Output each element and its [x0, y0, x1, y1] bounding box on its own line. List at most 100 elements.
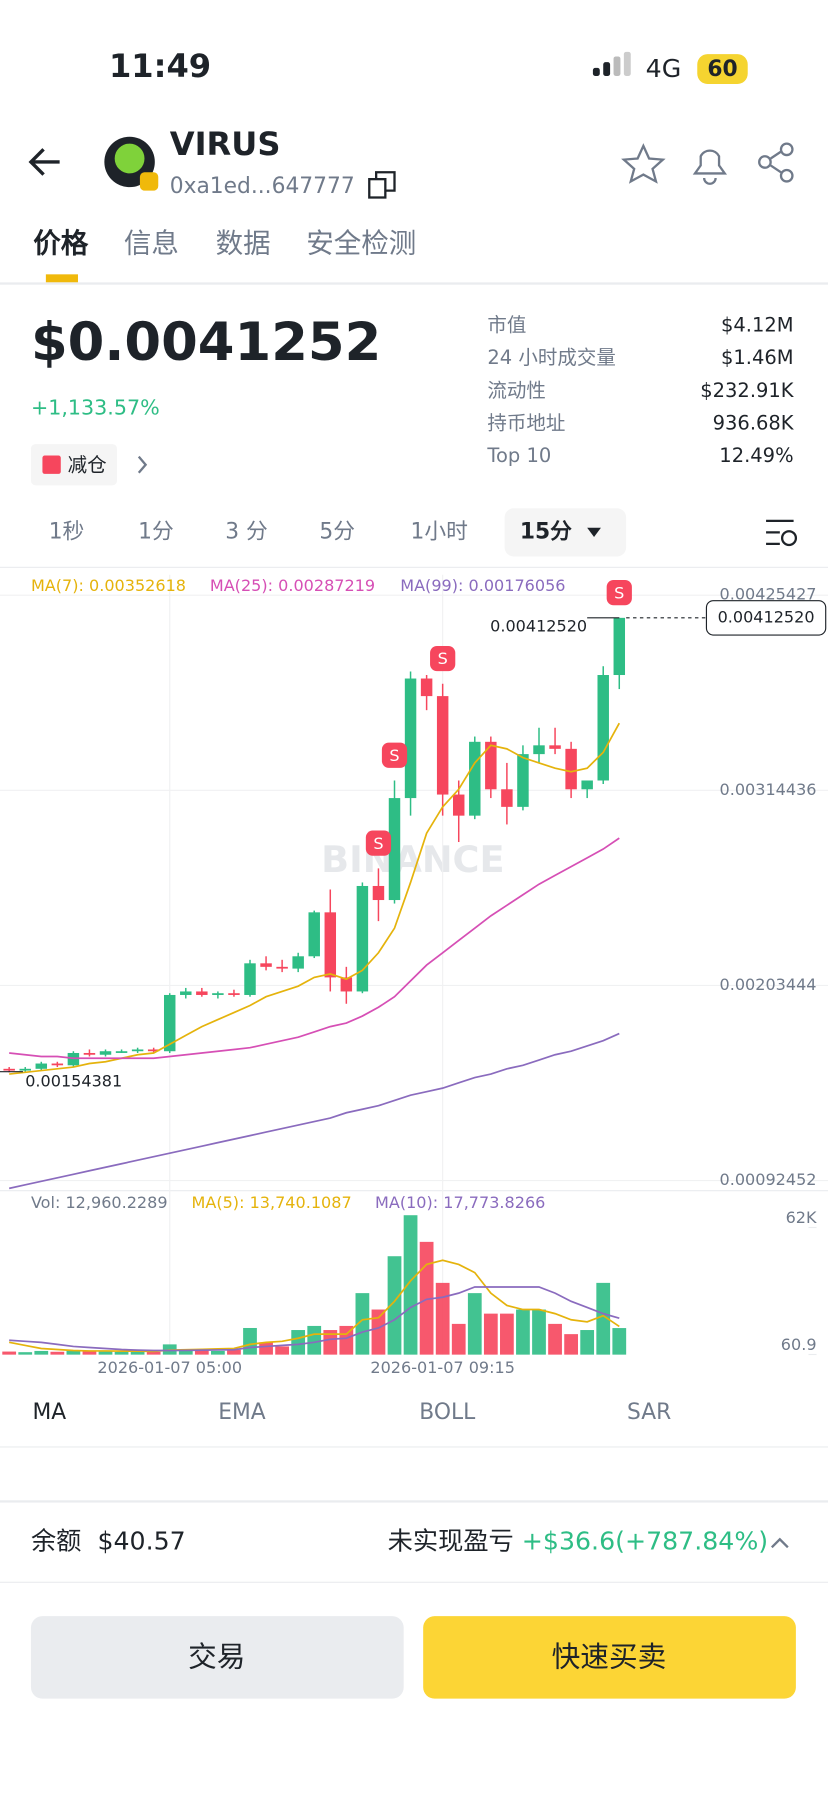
- indicator-tab[interactable]: SAR: [627, 1400, 671, 1425]
- volume-bar: [532, 1309, 546, 1355]
- pnl-label: 未实现盈亏: [388, 1527, 514, 1556]
- volume-bar: [227, 1349, 241, 1355]
- volume-bar: [2, 1351, 17, 1355]
- divider: [0, 566, 828, 568]
- sell-marker: [430, 645, 456, 672]
- volume-tick-label: 60.9: [781, 1335, 817, 1354]
- tab[interactable]: 信息: [124, 228, 179, 260]
- interval[interactable]: 15分: [520, 519, 572, 544]
- expand-button[interactable]: [770, 1537, 789, 1549]
- divider: [0, 1446, 828, 1448]
- interval-selected: [504, 508, 627, 557]
- candle-body: [196, 991, 208, 995]
- reduce-button[interactable]: [30, 444, 117, 486]
- interval[interactable]: 1分: [138, 519, 174, 544]
- reduce-icon: [42, 455, 61, 474]
- interval[interactable]: 3 分: [225, 519, 268, 544]
- divider: [0, 282, 828, 285]
- volume-bar: [211, 1350, 225, 1355]
- candle-body: [388, 798, 401, 901]
- sell-marker-label: S: [438, 649, 448, 668]
- last-price-label: 0.00412520: [490, 617, 587, 636]
- tab[interactable]: 价格: [33, 228, 89, 260]
- signal-icon: [592, 51, 631, 76]
- stat-value: 936.68K: [713, 411, 795, 434]
- candle-body: [356, 885, 369, 992]
- copy-button[interactable]: [368, 171, 396, 199]
- reduce-label: 减仓: [68, 453, 107, 476]
- chart-settings[interactable]: [766, 519, 798, 547]
- volume-bar: [130, 1351, 145, 1355]
- candle-body: [452, 794, 465, 816]
- battery: [697, 54, 748, 84]
- volume-bar: [612, 1328, 627, 1355]
- volume-bar: [419, 1241, 434, 1355]
- trade-button[interactable]: [30, 1616, 404, 1699]
- volume-bar: [355, 1293, 370, 1355]
- candle-body: [163, 994, 176, 1052]
- stat-value: $1.46M: [721, 346, 794, 369]
- token-address: 0xa1ed...647777: [170, 174, 355, 199]
- volume-bar: [564, 1334, 578, 1355]
- volume-bar: [98, 1351, 113, 1355]
- volume-bar: [178, 1350, 193, 1355]
- stat-label: 市值: [487, 313, 526, 336]
- volume-bar: [291, 1330, 306, 1355]
- last-price-tag: 0.00412520: [718, 607, 815, 626]
- interval[interactable]: 1秒: [49, 519, 85, 544]
- alert-button[interactable]: [692, 149, 728, 185]
- indicator-tab[interactable]: MA: [32, 1400, 66, 1425]
- y-tick-label: 0.00314436: [720, 780, 817, 799]
- indicator-tab[interactable]: EMA: [218, 1400, 266, 1425]
- legend-entry: MA(7): 0.00352618: [31, 576, 186, 595]
- tab[interactable]: 数据: [216, 228, 271, 260]
- balance: $40.57: [97, 1527, 185, 1556]
- trade-label: 交易: [188, 1640, 245, 1674]
- candle-body: [276, 966, 288, 969]
- token-name: VIRUS: [170, 125, 281, 163]
- quick-trade-button[interactable]: [423, 1616, 796, 1699]
- x-tick-label: 2026-01-07 05:00: [97, 1358, 242, 1377]
- interval[interactable]: 1小时: [411, 519, 468, 544]
- candle-body: [19, 1068, 31, 1071]
- volume-bar: [243, 1327, 257, 1355]
- volume-bar: [275, 1346, 289, 1355]
- volume-ma-line: [9, 1286, 620, 1352]
- battery-level: 60: [707, 57, 737, 82]
- price-change: +1,133.57%: [31, 396, 160, 420]
- stat-value: $232.91K: [700, 379, 795, 402]
- interval[interactable]: 5分: [319, 519, 355, 544]
- legend-entry: Vol: 12,960.2289: [31, 1193, 168, 1212]
- indicator-tab[interactable]: BOLL: [419, 1400, 476, 1425]
- price: $0.0041252: [31, 312, 381, 373]
- candle-body: [180, 991, 192, 995]
- volume-bar: [483, 1313, 498, 1355]
- candle-body: [613, 617, 626, 676]
- stat-label: Top 10: [486, 444, 551, 467]
- candle-body: [565, 748, 577, 790]
- share-button[interactable]: [758, 142, 794, 183]
- stat-label: 24 小时成交量: [487, 346, 615, 369]
- volume-bar: [307, 1325, 322, 1355]
- candle-body: [597, 675, 609, 781]
- volume-bar: [580, 1330, 595, 1355]
- candle-body: [469, 741, 481, 816]
- ma-line: [8, 1032, 620, 1190]
- tab[interactable]: 安全检测: [306, 228, 416, 260]
- volume-bar: [451, 1323, 466, 1355]
- candle-body: [436, 696, 449, 795]
- candle-body: [517, 754, 529, 807]
- back-button[interactable]: [28, 148, 60, 176]
- x-tick-label: 2026-01-07 09:15: [370, 1358, 515, 1377]
- candle-body: [147, 1049, 160, 1052]
- divider: [0, 1500, 828, 1503]
- favorite-button[interactable]: [621, 143, 666, 184]
- chart: BINANCE0.004254270.003144360.002034440.0…: [0, 574, 828, 1377]
- legend-entry: MA(25): 0.00287219: [210, 576, 375, 595]
- tab-indicator: [45, 274, 78, 283]
- quick-trade-label: 快速买卖: [552, 1640, 667, 1674]
- volume-bar: [403, 1215, 418, 1355]
- stat-value: $4.12M: [721, 313, 794, 336]
- candle-body: [83, 1052, 96, 1055]
